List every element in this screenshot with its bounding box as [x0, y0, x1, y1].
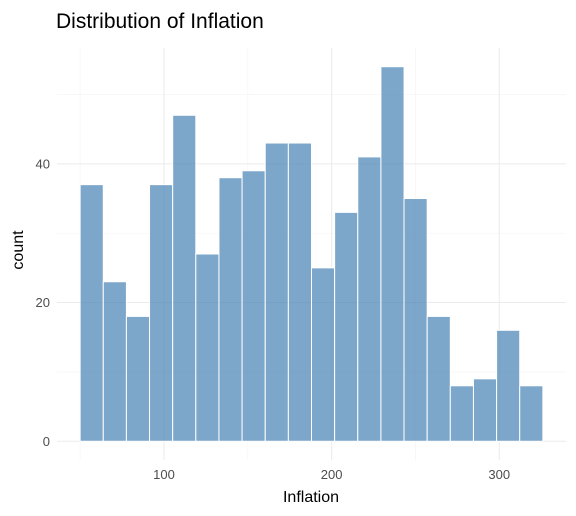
histogram-bar: [311, 267, 336, 442]
histogram-bar: [149, 184, 174, 442]
histogram-bar: [264, 142, 289, 442]
histogram-bar: [287, 142, 313, 442]
histogram-bar: [357, 156, 382, 442]
histogram-bar: [472, 378, 498, 442]
y-axis-tick-labels: 0 20 40: [36, 156, 50, 448]
y-axis-title: count: [10, 230, 27, 270]
x-axis-title: Inflation: [283, 489, 339, 506]
x-tick-label: 100: [153, 467, 175, 482]
chart-title: Distribution of Inflation: [56, 10, 264, 33]
x-tick-label: 300: [488, 467, 510, 482]
histogram-bar: [172, 114, 197, 442]
x-tick-label: 200: [321, 467, 343, 482]
histogram-bar: [241, 170, 266, 442]
histogram-bar: [125, 315, 151, 442]
histogram-bar: [79, 184, 104, 442]
histogram-bar: [380, 66, 405, 442]
y-tick-label: 40: [36, 156, 50, 171]
histogram-bar: [519, 385, 544, 442]
histogram-bar: [449, 385, 474, 442]
histogram-bar: [195, 253, 220, 442]
histogram-bar: [102, 281, 127, 442]
histogram-bar: [218, 177, 243, 442]
y-tick-label: 20: [36, 295, 50, 310]
y-tick-label: 0: [43, 434, 50, 449]
histogram-bar: [426, 315, 451, 442]
histogram-bar: [403, 198, 428, 442]
histogram-bar: [334, 211, 359, 442]
histogram-bar: [496, 329, 521, 442]
x-axis-tick-labels: 100 200 300: [153, 467, 510, 482]
histogram-bars: [79, 66, 544, 442]
